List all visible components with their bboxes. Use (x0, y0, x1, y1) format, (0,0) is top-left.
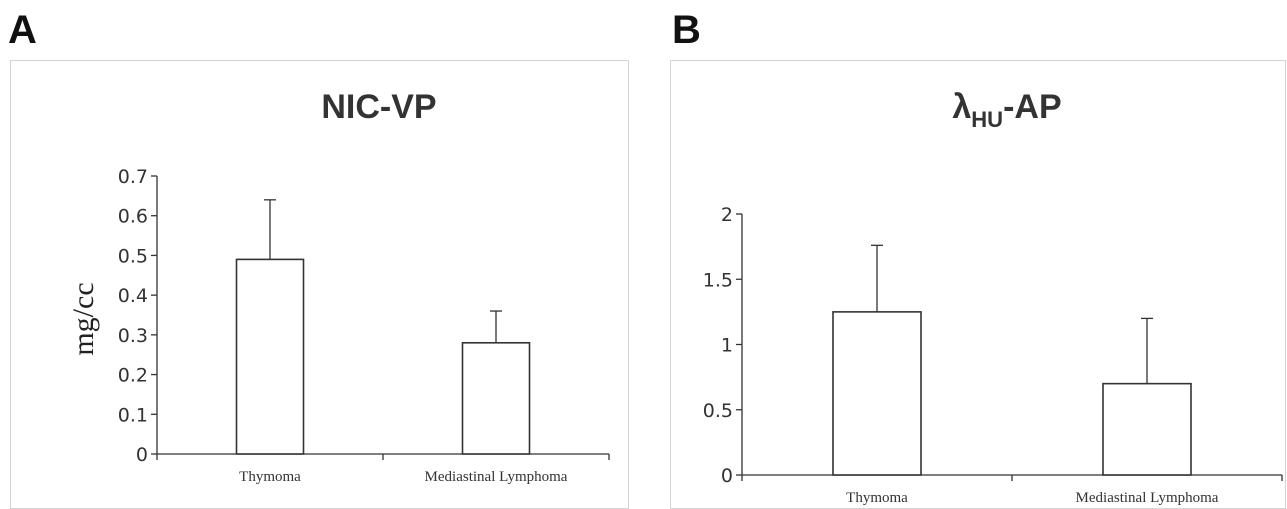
bar (235, 258, 305, 455)
chart-panel-b: λHU-AP 0 0.5 1 1.5 2 Thymoma Mediastinal Lymph… (670, 60, 1286, 509)
y-tick-label: 1.5 (703, 269, 733, 291)
y-tick-label: 0.7 (118, 166, 148, 188)
category-label: Mediastinal Lymphoma (1076, 490, 1219, 506)
panel-letter-b: B (672, 8, 701, 52)
bar (1102, 382, 1192, 476)
category-label: Thymoma (846, 490, 908, 506)
category-label: Mediastinal Lymphoma (425, 469, 568, 485)
chart-panel-a: NIC-VP mg/cc 0 0.1 0.2 0.3 0.4 0.5 0.6 0.7 Thymo… (10, 60, 629, 509)
y-tick-label: 0 (136, 444, 148, 466)
y-tick-label: 0.2 (118, 365, 148, 387)
chart-a-title: NIC-VP (321, 88, 436, 126)
chart-b-title: λHU-AP (952, 88, 1061, 132)
y-tick-label: 2 (721, 204, 733, 226)
y-tick-label: 1 (721, 335, 733, 357)
bar (461, 341, 531, 455)
bar (832, 311, 922, 476)
category-label: Thymoma (239, 469, 301, 485)
y-tick-label: 0.5 (118, 245, 148, 267)
chart-b-title-subscript: HU (971, 107, 1003, 132)
chart-b-svg: λHU-AP 0 0.5 1 1.5 2 Thymoma Mediastinal Lymph… (703, 88, 1283, 506)
chart-a-svg: NIC-VP mg/cc 0 0.1 0.2 0.3 0.4 0.5 0.6 0.7 Thymo… (67, 88, 610, 485)
chart-a-ylabel: mg/cc (67, 282, 100, 355)
panel-letter-a: A (8, 8, 37, 52)
y-tick-label: 0.3 (118, 325, 148, 347)
y-tick-label: 0.5 (703, 400, 733, 422)
chart-b-title-suffix: -AP (1003, 88, 1062, 126)
y-tick-label: 0.1 (118, 404, 148, 426)
y-tick-label: 0 (721, 465, 733, 487)
y-tick-label: 0.4 (118, 285, 148, 307)
y-tick-label: 0.6 (118, 206, 148, 228)
chart-b-title-main: λ (952, 88, 971, 126)
